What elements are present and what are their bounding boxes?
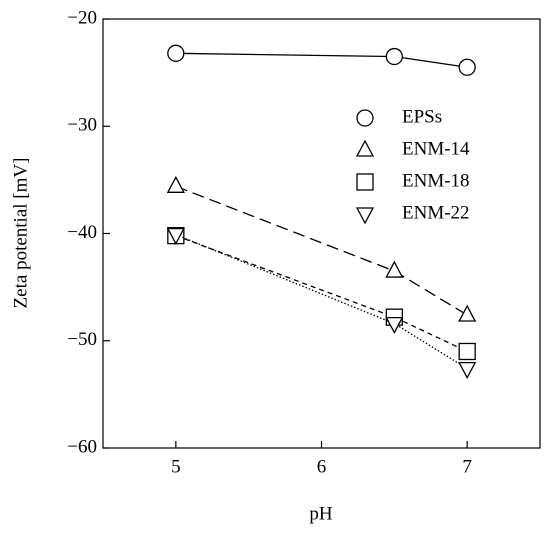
- legend-label: ENM-22: [402, 202, 470, 223]
- x-tick-label: 6: [317, 456, 327, 477]
- marker: [166, 175, 185, 193]
- legend-label: EPSs: [402, 106, 442, 127]
- y-axis-label: Zeta potential [mV]: [10, 158, 31, 309]
- legend-marker: [355, 139, 375, 157]
- y-tick-label: −50: [67, 329, 97, 350]
- marker: [385, 47, 403, 66]
- y-tick-label: −30: [67, 115, 97, 136]
- y-tick-label: −20: [67, 7, 97, 28]
- legend-label: ENM-14: [402, 138, 470, 159]
- marker: [458, 304, 477, 322]
- series-line: [175, 52, 468, 68]
- x-tick-label: 5: [171, 456, 181, 477]
- legend-marker: [356, 109, 374, 127]
- marker: [458, 342, 476, 361]
- x-axis-label: pH: [309, 503, 333, 524]
- marker: [458, 58, 476, 76]
- legend-marker: [355, 207, 375, 225]
- y-tick-label: −40: [67, 222, 97, 243]
- series-line: [175, 235, 468, 353]
- x-tick-label: 7: [462, 456, 472, 477]
- marker: [166, 227, 185, 245]
- series-line: [175, 233, 468, 370]
- marker: [167, 44, 185, 62]
- marker: [385, 316, 404, 334]
- marker: [385, 260, 404, 278]
- y-tick-label: −60: [67, 436, 97, 457]
- legend-label: ENM-18: [402, 170, 470, 191]
- legend-marker: [356, 173, 374, 191]
- marker: [458, 361, 477, 380]
